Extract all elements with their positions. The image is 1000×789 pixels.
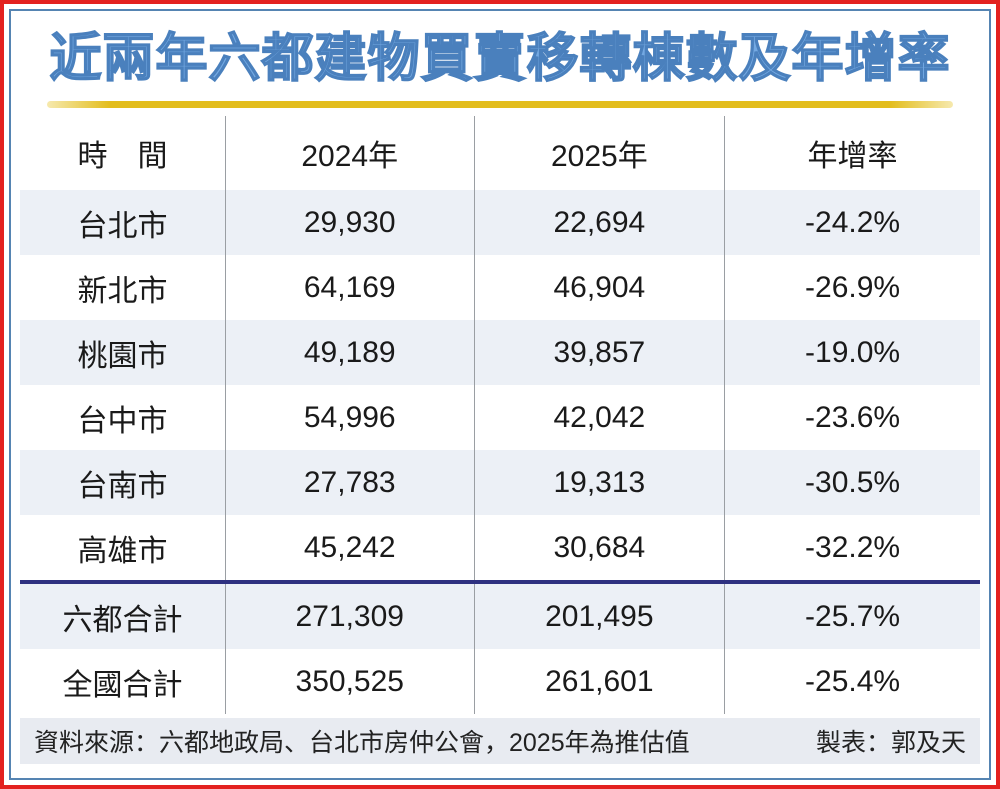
city-cell: 桃園市	[20, 320, 226, 385]
v2025-cell: 42,042	[474, 385, 726, 450]
footer-bar: 資料來源：六都地政局、台北市房仲公會，2025年為推估值 製表：郭及天	[20, 718, 980, 764]
v2024-cell: 350,525	[225, 649, 475, 714]
v2025-cell: 22,694	[474, 190, 726, 255]
yoy-cell: -32.2%	[724, 515, 980, 582]
city-cell: 台中市	[20, 385, 226, 450]
table-row-taipei: 台北市 29,930 22,694 -24.2%	[20, 190, 980, 255]
v2024-cell: 271,309	[225, 580, 475, 649]
yoy-cell: -25.4%	[724, 649, 980, 714]
yoy-cell: -25.7%	[724, 580, 980, 649]
v2025-cell: 19,313	[474, 450, 726, 515]
column-header-2025: 2025年	[474, 116, 726, 190]
yoy-cell: -24.2%	[724, 190, 980, 255]
city-cell: 新北市	[20, 255, 226, 320]
column-header-yoy: 年增率	[724, 116, 980, 190]
table-row-six-city-total: 六都合計 271,309 201,495 -25.7%	[20, 580, 980, 649]
yoy-cell: -26.9%	[724, 255, 980, 320]
v2024-cell: 64,169	[225, 255, 475, 320]
column-header-time: 時 間	[20, 116, 226, 190]
v2024-cell: 45,242	[225, 515, 475, 582]
v2024-cell: 29,930	[225, 190, 475, 255]
yoy-cell: -19.0%	[724, 320, 980, 385]
v2025-cell: 30,684	[474, 515, 726, 582]
city-cell: 台北市	[20, 190, 226, 255]
table-row-newtaipei: 新北市 64,169 46,904 -26.9%	[20, 255, 980, 320]
v2025-cell: 201,495	[474, 580, 726, 649]
table-row-taoyuan: 桃園市 49,189 39,857 -19.0%	[20, 320, 980, 385]
table-row-tainan: 台南市 27,783 19,313 -30.5%	[20, 450, 980, 515]
city-cell: 六都合計	[20, 580, 226, 649]
table-row-national-total: 全國合計 350,525 261,601 -25.4%	[20, 649, 980, 714]
page-title: 近兩年六都建物買賣移轉棟數及年增率	[49, 29, 951, 89]
credit-note: 製表：郭及天	[815, 729, 966, 757]
v2024-cell: 27,783	[225, 450, 475, 515]
v2024-cell: 54,996	[225, 385, 475, 450]
transactions-table: 時 間 2024年 2025年 年增率 台北市 29,930 22,694 -2…	[20, 116, 980, 714]
city-cell: 全國合計	[20, 649, 226, 714]
city-cell: 高雄市	[20, 515, 226, 582]
v2025-cell: 261,601	[474, 649, 726, 714]
yoy-cell: -30.5%	[724, 450, 980, 515]
v2025-cell: 39,857	[474, 320, 726, 385]
title-underline-rule	[47, 101, 953, 108]
data-source-note: 資料來源：六都地政局、台北市房仲公會，2025年為推估值	[34, 729, 690, 757]
v2024-cell: 49,189	[225, 320, 475, 385]
v2025-cell: 46,904	[474, 255, 726, 320]
yoy-cell: -23.6%	[724, 385, 980, 450]
poster-inner-border: 近兩年六都建物買賣移轉棟數及年增率 時 間 2024年 2025年 年增率 台北…	[9, 9, 991, 780]
table-row-taichung: 台中市 54,996 42,042 -23.6%	[20, 385, 980, 450]
city-cell: 台南市	[20, 450, 226, 515]
table-row-kaohsiung: 高雄市 45,242 30,684 -32.2%	[20, 515, 980, 582]
column-header-2024: 2024年	[225, 116, 475, 190]
table-header-row: 時 間 2024年 2025年 年增率	[20, 116, 980, 190]
